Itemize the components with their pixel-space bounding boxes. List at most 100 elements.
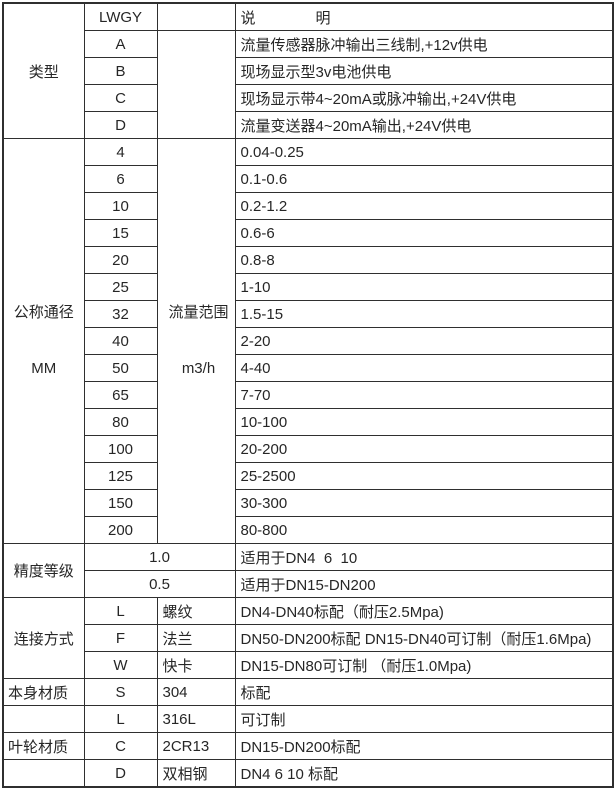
table-row: 本身材质 S 304 标配 bbox=[2, 678, 614, 706]
dn-cell: 40 bbox=[83, 327, 158, 355]
dn-cell: 20 bbox=[83, 246, 158, 274]
desc-header-cell: 说 明 bbox=[234, 2, 614, 31]
flow-range-label-line: m3/h bbox=[181, 360, 216, 377]
table-row: 10 0.2-1.2 bbox=[3, 192, 614, 220]
empty-category-cell bbox=[2, 759, 85, 788]
sublabel-cell: 法兰 bbox=[156, 624, 236, 652]
code-cell: F bbox=[83, 624, 158, 652]
range-cell: 4-40 bbox=[234, 354, 614, 382]
code-cell: C bbox=[83, 84, 158, 112]
dn-cell: 4 bbox=[83, 138, 158, 166]
table-row: 叶轮材质 C 2CR13 DN15-DN200标配 bbox=[2, 732, 614, 760]
code-cell: L bbox=[83, 597, 158, 625]
table-row: L 316L 可订制 bbox=[2, 705, 614, 733]
range-cell: 30-300 bbox=[234, 489, 614, 517]
table-row: C 现场显示带4~20mA或脉冲输出,+24V供电 bbox=[3, 84, 614, 112]
table-row: B 现场显示型3v电池供电 bbox=[3, 57, 614, 85]
desc-cell: 标配 bbox=[234, 678, 614, 706]
accuracy-value-cell: 0.5 bbox=[83, 570, 236, 598]
range-cell: 10-100 bbox=[234, 408, 614, 436]
table-row: 6 0.1-0.6 bbox=[3, 165, 614, 193]
range-cell: 0.04-0.25 bbox=[234, 138, 614, 166]
table-row: 20 0.8-8 bbox=[3, 246, 614, 274]
table-row: 125 25-2500 bbox=[3, 462, 614, 490]
code-cell: W bbox=[83, 651, 158, 679]
sublabel-cell: 316L bbox=[156, 705, 236, 733]
range-cell: 0.6-6 bbox=[234, 219, 614, 247]
sublabel-cell: 304 bbox=[156, 678, 236, 706]
dn-cell: 25 bbox=[83, 273, 158, 301]
table-row: 32 1.5-15 bbox=[3, 300, 614, 328]
table-row: D 流量变送器4~20mA输出,+24V供电 bbox=[3, 111, 614, 139]
dn-cell: 80 bbox=[83, 408, 158, 436]
table-row: 150 30-300 bbox=[3, 489, 614, 517]
desc-cell: DN4-DN40标配（耐压2.5Mpa) bbox=[234, 597, 614, 625]
sublabel-cell: 双相钢 bbox=[156, 759, 236, 788]
desc-cell: 适用于DN4 6 10 bbox=[234, 543, 614, 571]
desc-cell: 流量传感器脉冲输出三线制,+12v供电 bbox=[234, 30, 614, 58]
code-cell: C bbox=[83, 732, 158, 760]
category-cell-nominal-diameter: 公称通径 MM bbox=[2, 138, 85, 544]
desc-cell: 现场显示型3v电池供电 bbox=[234, 57, 614, 85]
desc-cell: DN15-DN200标配 bbox=[234, 732, 614, 760]
dn-cell: 15 bbox=[83, 219, 158, 247]
sublabel-cell: 2CR13 bbox=[156, 732, 236, 760]
code-cell: A bbox=[83, 30, 158, 58]
desc-cell: 可订制 bbox=[234, 705, 614, 733]
category-cell-impeller-material: 叶轮材质 bbox=[2, 732, 85, 760]
table-row: 精度等级 1.0 适用于DN4 6 10 bbox=[2, 543, 614, 598]
desc-cell: 现场显示带4~20mA或脉冲输出,+24V供电 bbox=[234, 84, 614, 112]
sublabel-cell: 螺纹 bbox=[156, 597, 236, 625]
empty-category-cell bbox=[2, 705, 85, 733]
table-row: 80 10-100 bbox=[3, 408, 614, 436]
category-label-line: MM bbox=[31, 360, 57, 377]
dn-cell: 32 bbox=[83, 300, 158, 328]
table-row: D 双相钢 DN4 6 10 标配 bbox=[2, 759, 614, 788]
category-cell-connection: 连接方式 bbox=[2, 597, 85, 679]
table-row: 50 4-40 bbox=[3, 354, 614, 382]
spacer-cell bbox=[156, 2, 236, 31]
range-cell: 1.5-15 bbox=[234, 300, 614, 328]
code-cell: B bbox=[83, 57, 158, 85]
spacer-cell bbox=[156, 30, 236, 139]
range-cell: 1-10 bbox=[234, 273, 614, 301]
flow-range-label-cell: 流量范围 m3/h bbox=[156, 138, 236, 544]
desc-cell: DN4 6 10 标配 bbox=[234, 759, 614, 788]
dn-cell: 125 bbox=[83, 462, 158, 490]
dn-cell: 50 bbox=[83, 354, 158, 382]
range-cell: 7-70 bbox=[234, 381, 614, 409]
dn-cell: 6 bbox=[83, 165, 158, 193]
category-cell-body-material: 本身材质 bbox=[2, 678, 85, 706]
table-row: 0.5 适用于DN15-DN200 bbox=[3, 570, 614, 598]
range-cell: 2-20 bbox=[234, 327, 614, 355]
table-row: A 流量传感器脉冲输出三线制,+12v供电 bbox=[3, 30, 614, 139]
dn-cell: 65 bbox=[83, 381, 158, 409]
desc-cell: 适用于DN15-DN200 bbox=[234, 570, 614, 598]
desc-cell: DN15-DN80可订制 （耐压1.0Mpa) bbox=[234, 651, 614, 679]
table-row: W 快卡 DN15-DN80可订制 （耐压1.0Mpa) bbox=[3, 651, 614, 679]
dn-cell: 200 bbox=[83, 516, 158, 544]
range-cell: 0.2-1.2 bbox=[234, 192, 614, 220]
table-row: 200 80-800 bbox=[3, 516, 614, 544]
range-cell: 80-800 bbox=[234, 516, 614, 544]
dn-cell: 100 bbox=[83, 435, 158, 463]
desc-cell: 流量变送器4~20mA输出,+24V供电 bbox=[234, 111, 614, 139]
range-cell: 20-200 bbox=[234, 435, 614, 463]
table-row: 25 1-10 bbox=[3, 273, 614, 301]
sublabel-cell: 快卡 bbox=[156, 651, 236, 679]
range-cell: 25-2500 bbox=[234, 462, 614, 490]
category-cell-accuracy: 精度等级 bbox=[2, 543, 85, 598]
table-row: 65 7-70 bbox=[3, 381, 614, 409]
code-cell: L bbox=[83, 705, 158, 733]
table-row: 类型 LWGY 说 明 bbox=[2, 2, 614, 139]
category-cell-type: 类型 bbox=[2, 2, 85, 139]
dn-cell: 150 bbox=[83, 489, 158, 517]
dn-cell: 10 bbox=[83, 192, 158, 220]
model-code-cell: LWGY bbox=[83, 2, 158, 31]
code-cell: D bbox=[83, 111, 158, 139]
desc-cell: DN50-DN200标配 DN15-DN40可订制（耐压1.6Mpa) bbox=[234, 624, 614, 652]
flow-range-label-line: 流量范围 bbox=[168, 304, 229, 321]
table-row: 40 2-20 bbox=[3, 327, 614, 355]
range-cell: 0.1-0.6 bbox=[234, 165, 614, 193]
